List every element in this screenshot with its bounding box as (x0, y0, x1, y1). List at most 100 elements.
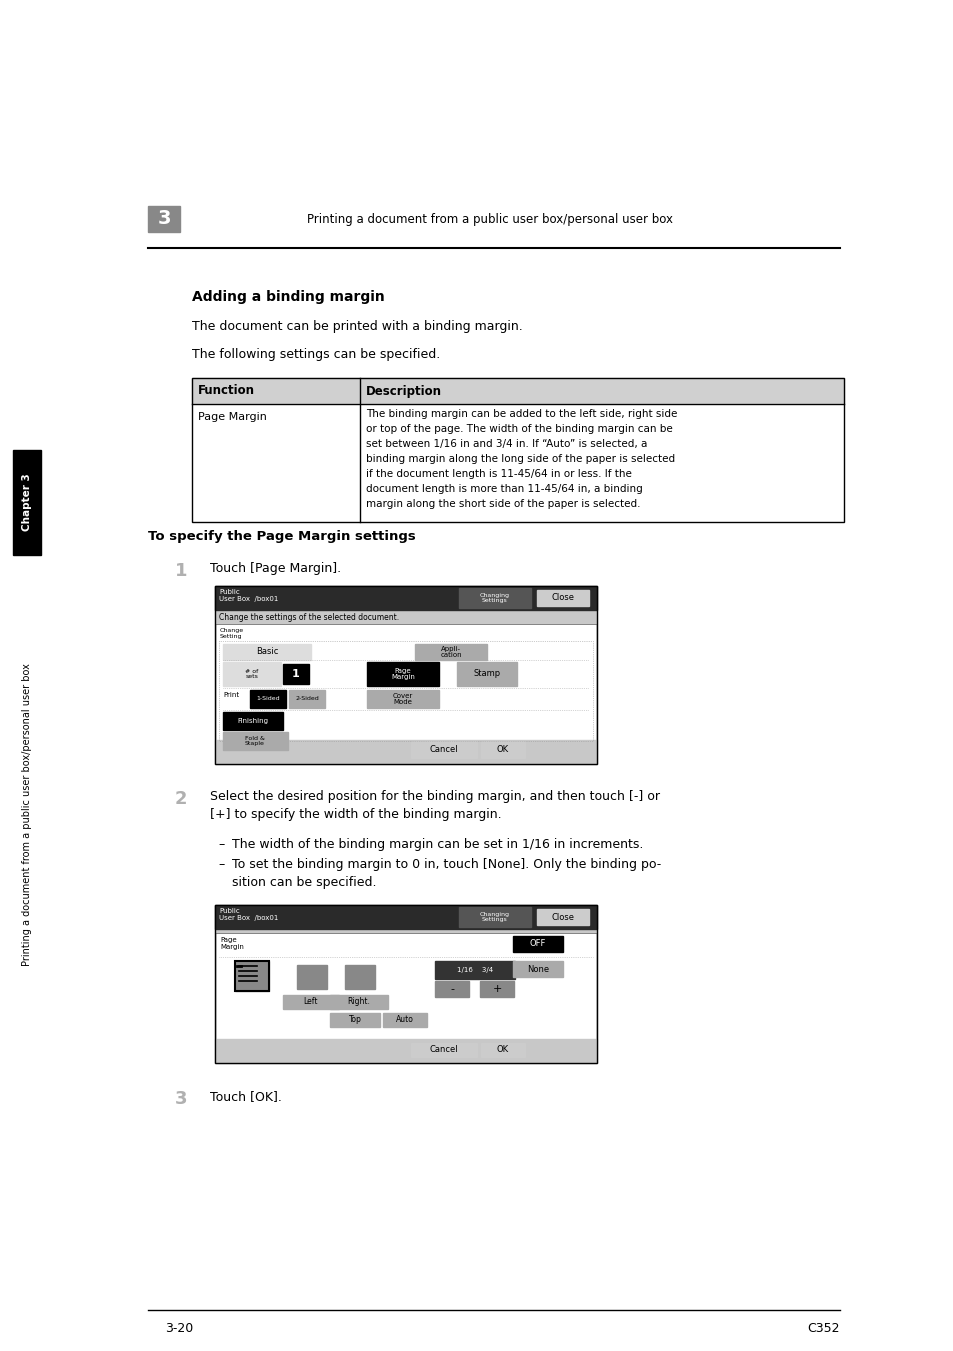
Text: Left: Left (303, 997, 318, 1006)
Text: 1-Sided: 1-Sided (256, 697, 279, 701)
Text: –: – (218, 838, 224, 851)
Text: To set the binding margin to 0 in, touch [None]. Only the binding po-: To set the binding margin to 0 in, touch… (232, 858, 660, 871)
Bar (216, 626, 595, 740)
Text: Printing a document from a public user box/personal user box: Printing a document from a public user b… (307, 212, 672, 226)
Text: Touch [OK].: Touch [OK]. (210, 1090, 281, 1102)
Bar (382, 1013, 427, 1027)
Bar (537, 590, 588, 607)
Text: The binding margin can be added to the left side, right side: The binding margin can be added to the l… (366, 409, 677, 419)
Bar (214, 586, 597, 611)
Bar (345, 965, 375, 989)
Bar (214, 905, 597, 929)
Text: Public
User Box  /box01: Public User Box /box01 (219, 589, 278, 603)
Bar (296, 965, 327, 989)
Text: [+] to specify the width of the binding margin.: [+] to specify the width of the binding … (210, 808, 501, 821)
Bar (513, 936, 562, 952)
Text: 3-20: 3-20 (165, 1323, 193, 1335)
Bar (435, 981, 469, 997)
Text: To specify the Page Margin settings: To specify the Page Margin settings (148, 530, 416, 543)
Bar (214, 740, 597, 765)
Text: Page
Margin: Page Margin (391, 667, 415, 681)
Bar (223, 712, 283, 730)
Bar (192, 378, 843, 521)
Text: Chapter 3: Chapter 3 (22, 474, 32, 531)
Text: Stamp: Stamp (473, 670, 500, 678)
Text: Close: Close (551, 912, 574, 921)
Bar (214, 586, 597, 765)
Bar (250, 690, 286, 708)
Bar (480, 742, 524, 758)
Bar (367, 662, 438, 686)
Text: +: + (492, 984, 501, 994)
Text: sition can be specified.: sition can be specified. (232, 875, 376, 889)
Bar (411, 1043, 476, 1056)
Text: -: - (450, 984, 454, 994)
Text: Page
Margin: Page Margin (220, 938, 244, 950)
Bar (192, 378, 843, 404)
Bar (13, 450, 41, 555)
Text: # of
sets: # of sets (245, 669, 258, 680)
Text: 1/16    3/4: 1/16 3/4 (456, 967, 493, 973)
Text: Fold &
Staple: Fold & Staple (245, 736, 265, 746)
Bar (513, 961, 562, 977)
Text: Changing
Settings: Changing Settings (479, 593, 510, 604)
Text: Change
Setting: Change Setting (220, 628, 244, 639)
Bar (415, 644, 486, 661)
Text: or top of the page. The width of the binding margin can be: or top of the page. The width of the bin… (366, 424, 672, 434)
Bar (223, 662, 281, 686)
Bar (214, 1039, 597, 1063)
Bar (214, 905, 597, 1063)
Text: OFF: OFF (529, 939, 546, 948)
Text: Print: Print (223, 692, 239, 698)
Text: Auto: Auto (395, 1016, 414, 1024)
Text: Right.: Right. (347, 997, 370, 1006)
Text: Page Margin: Page Margin (198, 412, 267, 422)
Text: The following settings can be specified.: The following settings can be specified. (192, 349, 439, 361)
Bar (148, 205, 180, 232)
Text: binding margin along the long side of the paper is selected: binding margin along the long side of th… (366, 454, 675, 463)
Text: Touch [Page Margin].: Touch [Page Margin]. (210, 562, 341, 576)
Text: margin along the short side of the paper is selected.: margin along the short side of the paper… (366, 499, 639, 509)
Text: Adding a binding margin: Adding a binding margin (192, 290, 384, 304)
Text: Changing
Settings: Changing Settings (479, 912, 510, 923)
Bar (223, 644, 311, 661)
Text: The document can be printed with a binding margin.: The document can be printed with a bindi… (192, 320, 522, 332)
Bar (411, 742, 476, 758)
Text: if the document length is 11-45/64 in or less. If the: if the document length is 11-45/64 in or… (366, 469, 631, 480)
Text: 3: 3 (157, 209, 171, 228)
Text: OK: OK (497, 746, 509, 754)
Text: document length is more than 11-45/64 in, a binding: document length is more than 11-45/64 in… (366, 484, 642, 494)
Bar (435, 961, 515, 979)
Bar (219, 640, 593, 740)
Bar (234, 961, 269, 992)
Text: 2: 2 (174, 790, 188, 808)
Text: None: None (526, 965, 549, 974)
Text: Cancel: Cancel (429, 746, 457, 754)
Bar (458, 907, 531, 927)
Bar (330, 994, 388, 1009)
Bar (330, 1013, 379, 1027)
Text: –: – (218, 858, 224, 871)
Text: 1: 1 (174, 562, 188, 580)
Text: Cancel: Cancel (429, 746, 457, 754)
Text: Appli-
cation: Appli- cation (439, 646, 461, 658)
Bar (283, 663, 309, 684)
Text: Select the desired position for the binding margin, and then touch [-] or: Select the desired position for the bind… (210, 790, 659, 802)
Bar (192, 404, 843, 521)
Bar (214, 905, 597, 1063)
Text: Basic: Basic (255, 647, 278, 657)
Text: Change the settings of the selected document.: Change the settings of the selected docu… (219, 613, 398, 621)
Bar (214, 586, 597, 765)
Bar (456, 662, 517, 686)
Bar (480, 1043, 524, 1056)
Text: Public
User Box  /box01: Public User Box /box01 (219, 908, 278, 921)
Bar (234, 961, 269, 992)
Text: Description: Description (366, 385, 441, 397)
Text: set between 1/16 in and 3/4 in. If “Auto” is selected, a: set between 1/16 in and 3/4 in. If “Auto… (366, 439, 647, 449)
Text: Cancel: Cancel (429, 1046, 457, 1055)
Bar (458, 588, 531, 608)
Bar (367, 690, 438, 708)
Text: 3: 3 (174, 1090, 188, 1108)
Text: Printing a document from a public user box/personal user box: Printing a document from a public user b… (22, 663, 32, 966)
Text: Cover
Mode: Cover Mode (393, 693, 413, 705)
